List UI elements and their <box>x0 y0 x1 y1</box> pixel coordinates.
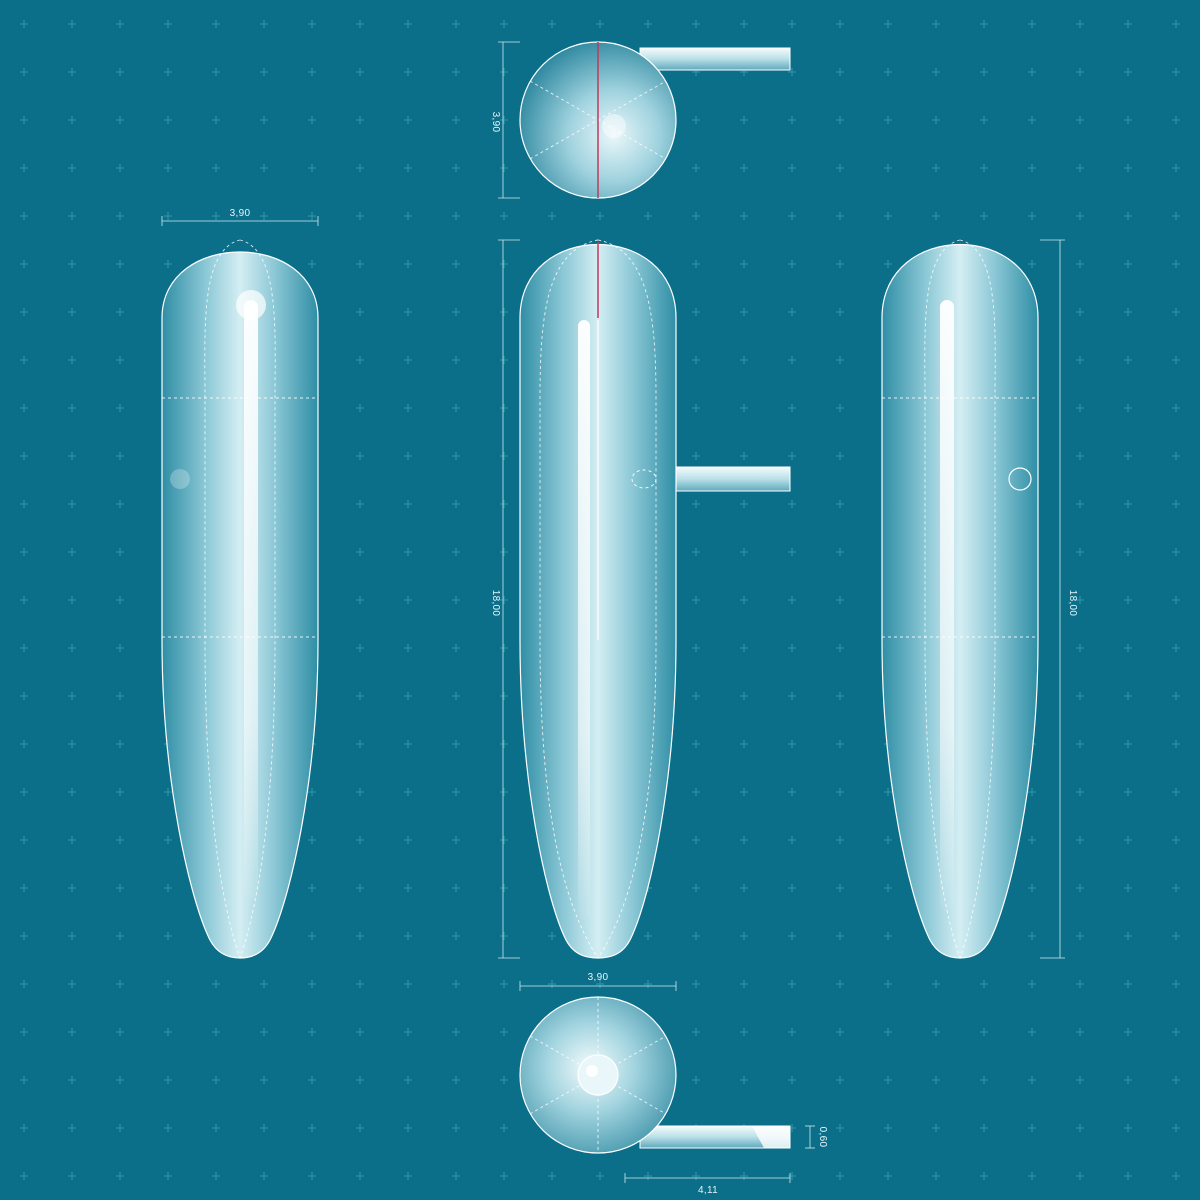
front-view-highlight <box>578 320 590 920</box>
right-view-length-label: 18,00 <box>1067 590 1078 617</box>
bottom-view-tip <box>577 1054 619 1096</box>
cord-length-label: 4,11 <box>698 1185 718 1196</box>
top-view: 3,90 <box>490 41 791 199</box>
left-view-width-label: 3,90 <box>230 208 251 219</box>
right-view: 18,00 <box>881 239 1078 959</box>
right-view-cord-port <box>1008 467 1032 491</box>
cord-diameter-label: 0,60 <box>817 1127 828 1148</box>
left-view: 3,90 <box>161 208 319 959</box>
front-view-length-label: 18,00 <box>490 590 501 617</box>
top-view-cord <box>639 47 791 71</box>
front-view: 18,00 <box>490 239 791 959</box>
top-view-height-label: 3,90 <box>490 112 501 133</box>
front-view-cord <box>675 466 791 492</box>
left-view-highlight <box>244 300 258 900</box>
bottom-view: 3,90 4,11 0,60 <box>519 972 828 1196</box>
right-view-highlight <box>940 300 954 910</box>
right-view-body <box>881 244 1039 959</box>
left-view-body <box>161 251 319 959</box>
bottom-view-width-label: 3,90 <box>588 972 609 983</box>
